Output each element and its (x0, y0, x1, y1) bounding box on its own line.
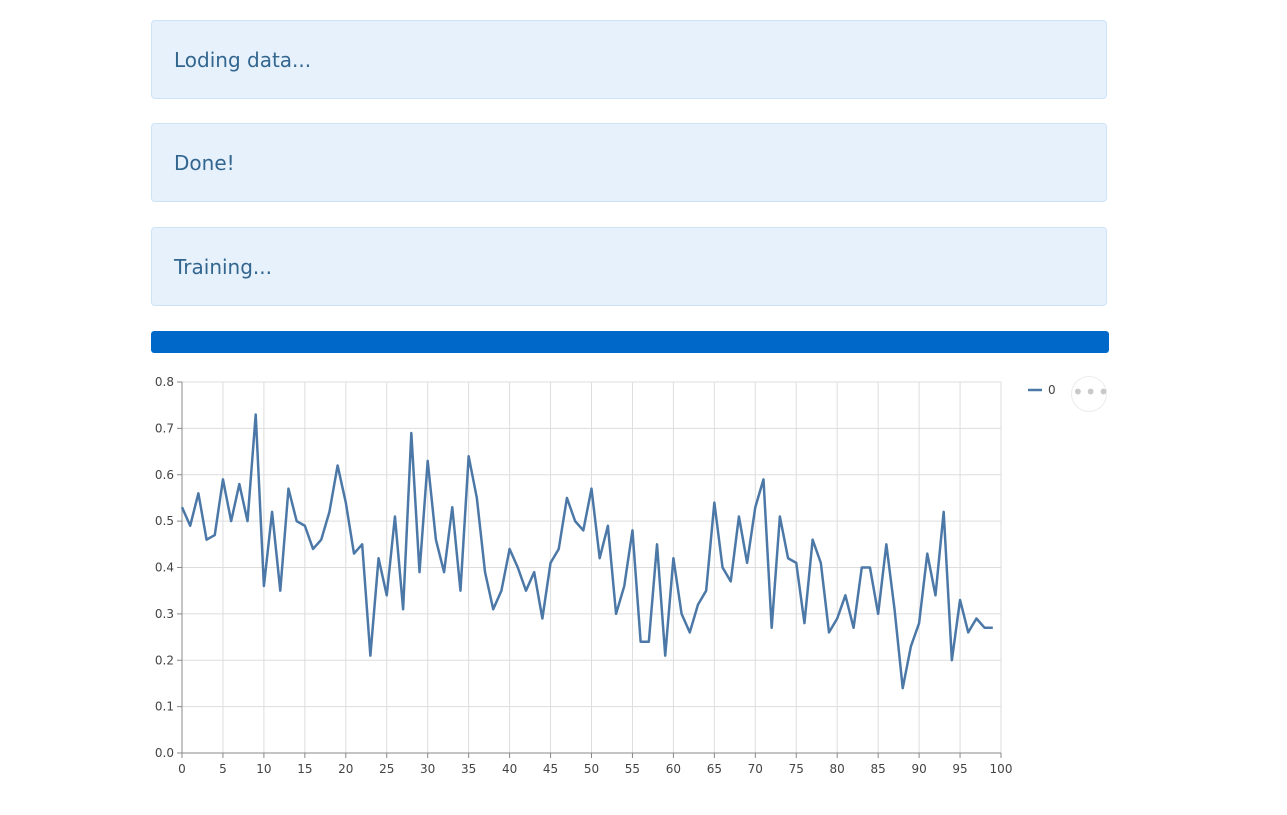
progress-bar (151, 331, 1109, 353)
x-tick-label: 95 (952, 762, 967, 776)
y-tick-label: 0.2 (155, 653, 174, 667)
x-tick-label: 90 (911, 762, 926, 776)
y-tick-label: 0.5 (155, 514, 174, 528)
x-tick-label: 10 (256, 762, 271, 776)
chart-menu-button[interactable]: ••• (1071, 376, 1111, 412)
alert-done: Done! (151, 123, 1107, 202)
y-tick-label: 0.6 (155, 468, 174, 482)
x-tick-label: 0 (178, 762, 186, 776)
y-tick-label: 0.1 (155, 700, 174, 714)
alert-text: Training... (174, 255, 272, 279)
y-tick-label: 0.0 (155, 746, 174, 760)
y-tick-label: 0.7 (155, 421, 174, 435)
x-tick-label: 85 (871, 762, 886, 776)
x-tick-label: 5 (219, 762, 227, 776)
more-horizontal-icon: ••• (1072, 380, 1111, 404)
alert-training: Training... (151, 227, 1107, 306)
alert-loading-data: Loding data... (151, 20, 1107, 99)
x-tick-label: 55 (625, 762, 640, 776)
alert-text: Done! (174, 151, 235, 175)
x-tick-label: 60 (666, 762, 681, 776)
y-tick-label: 0.3 (155, 607, 174, 621)
x-tick-label: 80 (830, 762, 845, 776)
progress-bar-fill (151, 331, 1109, 353)
series-line-0 (180, 413, 993, 690)
x-tick-label: 100 (990, 762, 1013, 776)
alert-text: Loding data... (174, 48, 312, 72)
x-tick-label: 15 (297, 762, 312, 776)
x-tick-label: 75 (789, 762, 804, 776)
x-tick-label: 65 (707, 762, 722, 776)
x-tick-label: 30 (420, 762, 435, 776)
legend-entry: 0 (1048, 383, 1056, 397)
x-tick-label: 35 (461, 762, 476, 776)
x-tick-label: 45 (543, 762, 558, 776)
x-tick-label: 25 (379, 762, 394, 776)
x-tick-label: 50 (584, 762, 599, 776)
x-tick-label: 70 (748, 762, 763, 776)
y-tick-label: 0.8 (155, 375, 174, 389)
line-chart: 0.0 0.1 0.2 0.3 0.4 0.5 0.6 0.7 0.8 0 5 10 15 20 25 30 3… (155, 375, 1056, 776)
x-tick-label: 20 (338, 762, 353, 776)
x-tick-label: 40 (502, 762, 517, 776)
y-tick-label: 0.4 (155, 561, 174, 575)
